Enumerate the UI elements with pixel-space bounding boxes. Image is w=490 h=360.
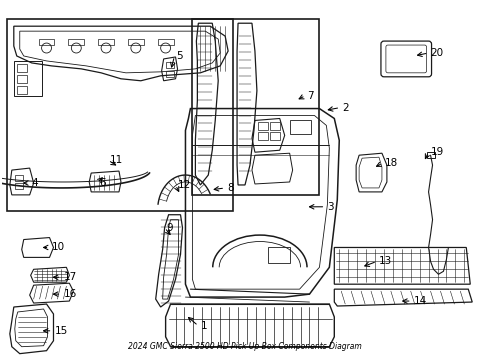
Bar: [166, 62, 173, 68]
Text: 20: 20: [431, 48, 443, 58]
Text: 15: 15: [54, 326, 68, 336]
Bar: [270, 122, 280, 130]
Text: 2: 2: [342, 103, 349, 113]
Text: 12: 12: [177, 180, 191, 190]
Text: 4: 4: [32, 178, 38, 188]
Bar: [98, 39, 114, 45]
Text: 3: 3: [327, 202, 334, 212]
Bar: [270, 132, 280, 140]
Bar: [258, 132, 268, 140]
Text: 5: 5: [176, 51, 183, 61]
Text: 13: 13: [379, 256, 392, 266]
Text: 18: 18: [385, 158, 398, 168]
Bar: [69, 39, 84, 45]
Text: 7: 7: [308, 91, 314, 101]
Text: 9: 9: [167, 222, 173, 233]
Bar: [258, 122, 268, 130]
Bar: [17, 64, 26, 72]
Bar: [427, 152, 435, 158]
Text: 16: 16: [63, 289, 76, 299]
Text: 17: 17: [63, 272, 76, 282]
Text: 10: 10: [51, 243, 65, 252]
Bar: [14, 61, 42, 96]
Bar: [290, 121, 312, 134]
Bar: [15, 183, 23, 189]
Text: 6: 6: [99, 178, 106, 188]
Bar: [158, 39, 173, 45]
Bar: [268, 247, 290, 264]
Bar: [17, 86, 26, 94]
Bar: [39, 39, 54, 45]
Text: 1: 1: [200, 321, 207, 331]
Bar: [7, 19, 233, 211]
Bar: [166, 71, 173, 77]
Text: 11: 11: [110, 155, 123, 165]
Bar: [17, 75, 26, 83]
Bar: [15, 175, 23, 181]
Text: 14: 14: [414, 296, 427, 306]
Text: 2024 GMC Sierra 2500 HD Pick Up Box Components Diagram: 2024 GMC Sierra 2500 HD Pick Up Box Comp…: [128, 342, 362, 351]
Text: 8: 8: [227, 183, 234, 193]
Bar: [128, 39, 144, 45]
Bar: [193, 19, 319, 195]
Text: 19: 19: [431, 147, 444, 157]
